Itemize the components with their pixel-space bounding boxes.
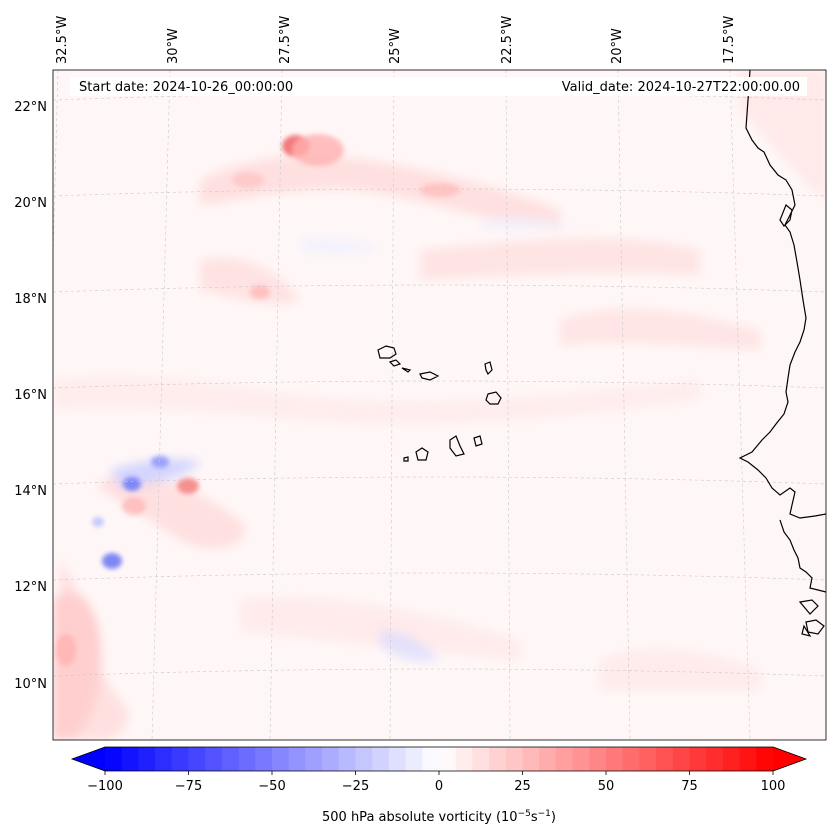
colorbar-tick-label: −75: [175, 779, 202, 794]
lon-label: 22.5°W: [500, 16, 515, 64]
latitude-labels: 22°N 20°N 18°N 16°N 14°N 12°N 10°N: [14, 100, 47, 692]
colorbar-cell: [589, 747, 607, 771]
colorbar: −100 −75 −50 −25 0 25 50 75 100 500 hPa absolute…: [70, 746, 808, 825]
coastlines: [377, 70, 826, 637]
colorbar-cell: [455, 747, 473, 771]
colorbar-cell: [672, 747, 690, 771]
lon-label: 30°W: [166, 28, 181, 64]
lon-label: 27.5°W: [278, 16, 293, 64]
colorbar-cells: [105, 747, 774, 771]
colorbar-cell: [372, 747, 390, 771]
lat-label: 12°N: [14, 580, 47, 595]
colorbar-cell: [138, 747, 156, 771]
colorbar-tick-label: −25: [342, 779, 369, 794]
colorbar-cell: [739, 747, 757, 771]
colorbar-cell: [255, 747, 273, 771]
colorbar-tick-label: 25: [514, 779, 531, 794]
colorbar-cell: [472, 747, 490, 771]
lon-label: 17.5°W: [722, 16, 737, 64]
vorticity-cores: [56, 134, 460, 666]
colorbar-cell: [238, 747, 256, 771]
longitude-labels: 32.5°W 30°W 27.5°W 25°W 22.5°W 20°W 17.5…: [55, 16, 737, 64]
colorbar-cell: [105, 747, 123, 771]
vorticity-field: [53, 70, 826, 740]
colorbar-tick-label: 50: [598, 779, 615, 794]
colorbar-cell: [305, 747, 323, 771]
africa-coastline: [738, 70, 826, 519]
colorbar-cell: [355, 747, 373, 771]
colorbar-max-arrow: [773, 747, 806, 771]
lat-label: 10°N: [14, 677, 47, 692]
gridlines: [53, 70, 826, 740]
colorbar-cell: [639, 747, 657, 771]
colorbar-cell: [188, 747, 206, 771]
cabo-verde-islands: [377, 345, 502, 462]
colorbar-tick-label: 75: [681, 779, 698, 794]
lat-label: 20°N: [14, 196, 47, 211]
colorbar-cell: [422, 747, 440, 771]
colorbar-min-arrow: [72, 747, 105, 771]
colorbar-tick-label: −100: [87, 779, 123, 794]
lat-label: 14°N: [14, 484, 47, 499]
colorbar-cell: [555, 747, 574, 771]
colorbar-tick-label: −50: [258, 779, 285, 794]
colorbar-cell: [539, 747, 557, 771]
map-border: [52, 69, 827, 741]
colorbar-cell: [155, 747, 173, 771]
colorbar-cell: [622, 747, 640, 771]
colorbar-cell: [322, 747, 340, 771]
colorbar-cell: [505, 747, 523, 771]
header-box: [70, 77, 807, 96]
colorbar-label: 500 hPa absolute vorticity (10−5s−1): [322, 809, 556, 825]
colorbar-cell: [522, 747, 540, 771]
colorbar-cell: [606, 747, 624, 771]
lon-label: 32.5°W: [55, 16, 70, 64]
colorbar-tick-label: 0: [435, 779, 443, 794]
lat-label: 22°N: [14, 100, 47, 115]
colorbar-cell: [439, 747, 457, 771]
colorbar-cell: [756, 747, 774, 771]
start-date-text: Start date: 2024-10-26_00:00:00: [79, 80, 293, 95]
colorbar-cell: [706, 747, 724, 771]
colorbar-cell: [388, 747, 407, 771]
colorbar-cell: [656, 747, 674, 771]
colorbar-cell: [171, 747, 189, 771]
colorbar-cell: [405, 747, 423, 771]
colorbar-cell: [221, 747, 240, 771]
colorbar-tick-label: 100: [761, 779, 786, 794]
lat-label: 18°N: [14, 292, 47, 307]
map-panel: Start date: 2024-10-26_00:00:00 Valid_da…: [53, 70, 826, 740]
colorbar-cell: [689, 747, 707, 771]
colorbar-cell: [572, 747, 590, 771]
colorbar-ticks: −100 −75 −50 −25 0 25 50 75 100: [87, 771, 785, 794]
valid-date-text: Valid_date: 2024-10-27T22:00:00.00: [562, 80, 800, 95]
lat-label: 16°N: [14, 388, 47, 403]
colorbar-cell: [722, 747, 741, 771]
colorbar-cell: [338, 747, 356, 771]
colorbar-cell: [489, 747, 507, 771]
colorbar-cell: [205, 747, 223, 771]
colorbar-cell: [272, 747, 290, 771]
lon-label: 25°W: [388, 28, 403, 64]
africa-coastline-south: [779, 519, 826, 593]
lon-label: 20°W: [610, 28, 625, 64]
colorbar-cell: [121, 747, 139, 771]
colorbar-cell: [288, 747, 306, 771]
